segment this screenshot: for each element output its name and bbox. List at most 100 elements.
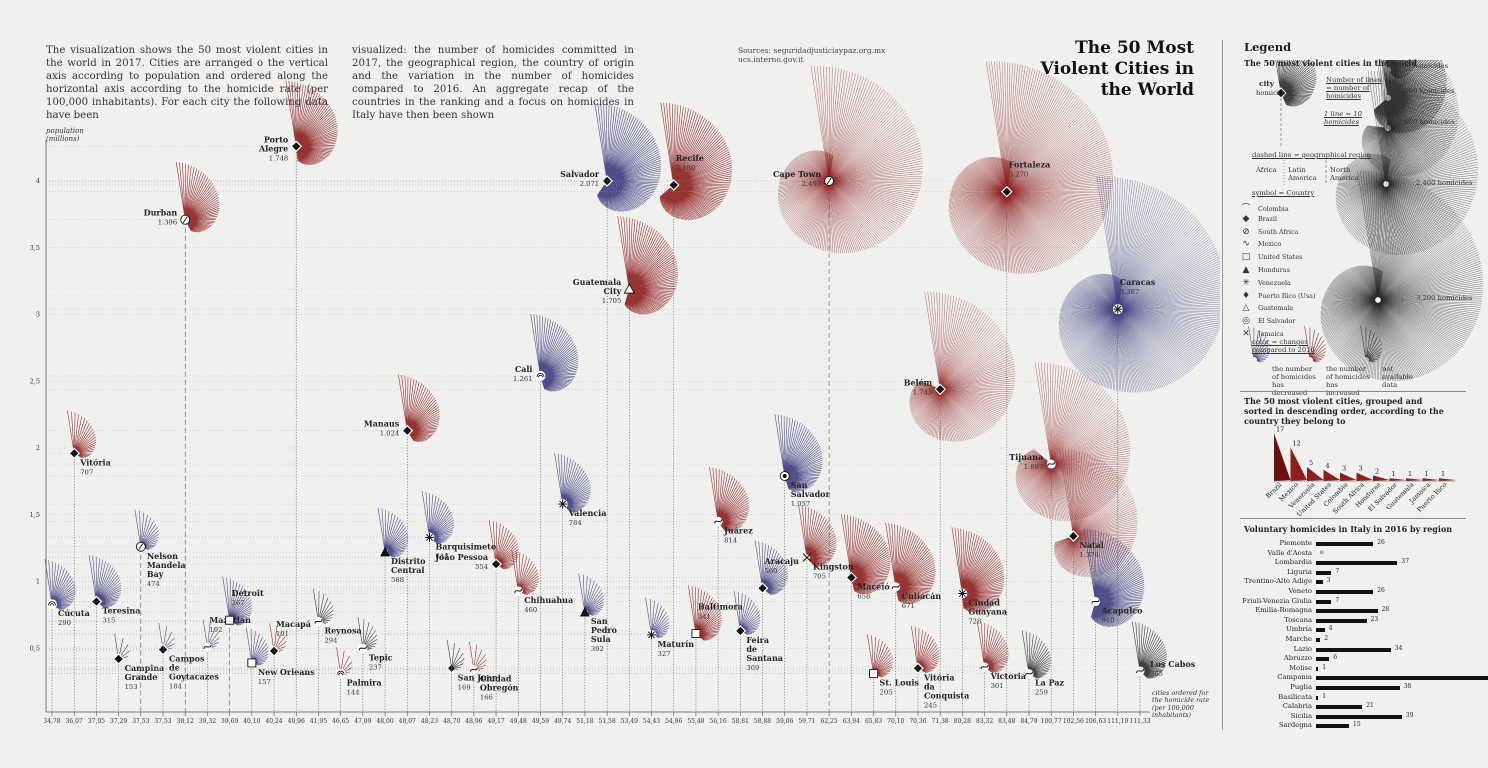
italy-bar [1316,724,1349,729]
italy-bar-value: 4 [1328,625,1333,633]
city-spiral [948,61,1113,274]
city-symbol-diamond-icon [667,179,680,191]
city-spiral [617,216,678,315]
city-symbol-wave-icon [1024,671,1033,676]
country-bar [1356,472,1373,481]
italy-row: Toscana 23 [1226,616,1488,627]
city-homicides-label: 166 [480,694,493,702]
x-tick-label: 48,96 [465,718,482,725]
italy-row: Liguria 7 [1226,568,1488,579]
italy-row: Piemonte 26 [1226,539,1488,550]
italy-bar-value: 1 [1322,692,1327,700]
city-spiral [777,65,923,254]
city-symbol-square-icon [247,658,257,668]
italy-bar-value: 28 [1381,606,1390,614]
city-spiral-manaus [398,374,440,443]
x-tick-label: 38,12 [177,718,194,725]
italy-bar-value: 21 [1366,702,1374,710]
city-name-label: San [591,616,608,626]
city-spiral-victoria [977,621,1009,674]
country-bar [1389,478,1406,481]
italy-region-label: Valle d'Aosta [1267,548,1312,557]
symbol-row-south-africa: ⊘ South Africa [1240,227,1298,239]
city-name-label: Fortaleza [1009,160,1051,170]
city-homicides-label: 910 [1102,617,1115,625]
scale-label-3200: 3,200 homicides [1416,294,1473,302]
city-homicides-label: 1.024 [380,430,399,438]
x-tick-label: 56,16 [710,718,727,725]
country-bar-value: 5 [1309,459,1313,467]
legend-scale-spiral [1320,170,1484,382]
italy-region-label: Piemonte [1279,539,1312,547]
city-spiral [554,453,591,513]
city-symbol-diamond-icon [290,140,303,153]
city-homicides-label: 3.270 [1009,171,1028,179]
city-spiral-tepic [357,616,378,651]
city-spiral-new-orleans [245,627,269,666]
city-symbol-diamond-icon [90,595,103,608]
legend-color-title: color = changes compared to 2016 [1252,338,1315,354]
italy-region-label: Friuli-Venezia Giulia [1242,596,1312,605]
x-tick-label: 71,38 [932,718,949,725]
city-name-label: Vitória [79,457,111,467]
city-name-label: Chihuahua [524,595,573,605]
city-spiral-valencia [554,453,591,513]
city-symbol-triangle-stack-icon [380,546,390,557]
country-bar-value: 1 [1425,470,1429,478]
city-spiral [377,507,409,558]
italy-bar-value: o [1320,548,1324,556]
legend-color-decreased: the number of homicides has decreased [1272,365,1316,397]
city-spiral [709,467,750,532]
italy-bar-value: 38 [1403,683,1412,690]
country-bar [1406,478,1423,481]
italy-bar-value: 39 [1405,711,1414,719]
country-bar-title: The 50 most violent cities, grouped and … [1244,396,1444,426]
italy-region-label: Trentino-Alto Adige [1244,577,1312,586]
x-tick-label: 48,00 [376,718,393,725]
city-homicides-label: 560 [765,567,778,575]
city-name-label: Tepic [369,652,393,662]
city-homicides-label: 392 [591,645,604,653]
city-symbol-asterisk-icon-ray [425,533,434,541]
italy-bar-value: 7 [1335,596,1340,604]
italy-bar [1316,561,1398,566]
city-homicides-label: 237 [369,663,382,671]
symbol-row-puerto-rico-usa-: ♦ Puerto Rico (Usa) [1240,291,1316,303]
x-tick-label: 54,43 [643,718,660,725]
x-tick-label: 39,32 [199,718,216,725]
italy-row: Trentino-Alto Adige 3 [1226,577,1488,588]
city-name-label: San Juan [458,672,498,682]
italy-row: Marche 2 [1226,635,1488,646]
legend-subtitle: The 50 most violent cities in the world [1244,58,1417,68]
city-spiral [175,161,220,233]
x-tick-label: 41,95 [310,718,327,725]
city-name-label: Salvador [791,489,831,499]
city-spiral-porto-alegre [285,80,338,166]
italy-bar [1316,580,1323,585]
city-spiral-san-pedro-sula [578,573,605,616]
city-spiral [1131,621,1168,679]
x-tick-label: 70,10 [887,718,904,725]
y-tick-label: 1,5 [30,511,40,519]
city-homicides-label: 588 [391,576,404,584]
italy-bar-value: 6 [1333,654,1338,662]
legend-symbol-title: symbol = Country [1252,189,1315,197]
city-name-label: Macapá [276,619,311,629]
city-spiral-kingston [798,504,837,567]
city-name-label: Campos [169,654,205,664]
city-homicides-label: 1.705 [602,297,621,305]
triangle-stack-icon: ▲ [1242,265,1250,275]
city-spiral [754,540,788,596]
city-symbol-wave-icon [980,664,989,670]
city-spiral [134,509,159,550]
city-spiral-salvador [594,102,662,212]
italy-row: Sardegna 15 [1226,721,1488,732]
italy-bar-value: 34 [1394,644,1403,652]
italy-bar [1316,618,1367,623]
city-spiral-recife [659,102,733,221]
city-spiral [645,597,670,639]
